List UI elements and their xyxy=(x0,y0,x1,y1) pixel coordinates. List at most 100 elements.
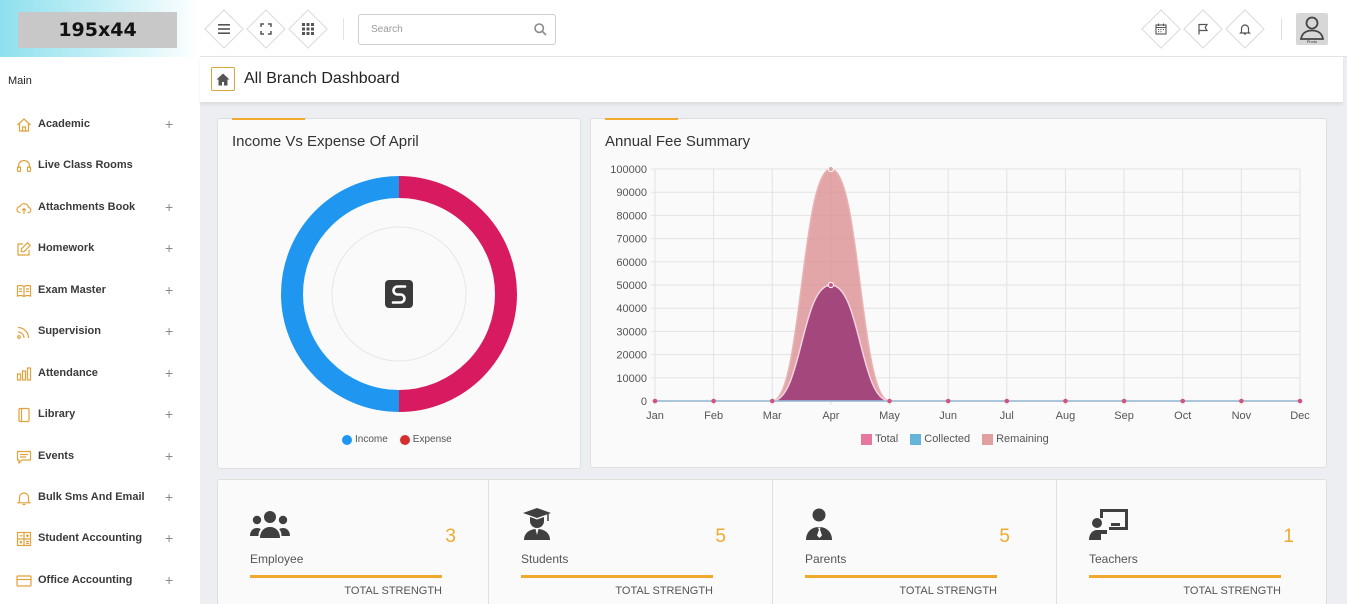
plus-icon[interactable]: + xyxy=(165,282,174,298)
apps-grid-button[interactable] xyxy=(288,9,328,49)
calendar-button[interactable] xyxy=(1141,9,1181,49)
y-tick-label: 20000 xyxy=(616,350,647,362)
point-total-peak[interactable] xyxy=(827,165,835,173)
message-icon xyxy=(16,450,32,465)
x-tick-label: Aug xyxy=(1056,410,1076,422)
stat-bar xyxy=(521,575,713,578)
fullscreen-button[interactable] xyxy=(246,9,286,49)
edit-icon xyxy=(17,241,32,256)
point-total[interactable] xyxy=(945,398,951,404)
sidebar-item-bulk-sms-email[interactable]: Bulk Sms And Email + xyxy=(0,482,200,512)
plus-icon[interactable]: + xyxy=(165,572,174,588)
expand-icon xyxy=(246,9,286,49)
point-total[interactable] xyxy=(887,398,892,404)
series-area-remaining[interactable] xyxy=(654,284,1300,402)
legend-item-income[interactable]: Income xyxy=(342,434,388,445)
sidebar-item-supervision[interactable]: Supervision + xyxy=(0,316,200,346)
stat-footer: TOTAL STRENGTH xyxy=(344,585,442,597)
search-input[interactable] xyxy=(360,16,520,43)
notifications-button[interactable] xyxy=(1225,9,1265,49)
bell-icon xyxy=(1225,9,1265,49)
strength-stats-card: 3 Employee TOTAL STRENGTH 5 Students TOT… xyxy=(217,479,1327,604)
x-tick-label: May xyxy=(879,410,900,422)
point-total[interactable] xyxy=(1121,398,1127,404)
stat-students: 5 Students TOTAL STRENGTH xyxy=(488,480,772,604)
cloud-upload-icon xyxy=(16,203,32,214)
sidebar-item-academic[interactable]: Academic + xyxy=(0,109,200,139)
point-total[interactable] xyxy=(1297,398,1303,404)
sidebar-item-label: Live Class Rooms xyxy=(38,159,133,171)
home-button[interactable] xyxy=(211,67,235,91)
flag-button[interactable] xyxy=(1183,9,1223,49)
plus-icon[interactable]: + xyxy=(165,323,174,339)
sidebar: Main Academic + Live Class Rooms Attachm… xyxy=(0,57,200,604)
income-expense-donut-chart xyxy=(281,176,517,412)
sidebar-item-label: Library xyxy=(38,408,76,420)
point-total[interactable] xyxy=(1239,398,1244,404)
x-tick-label: Oct xyxy=(1174,410,1191,422)
stat-label: Students xyxy=(521,552,569,566)
plus-icon[interactable]: + xyxy=(165,240,174,256)
sidebar-item-live-class-rooms[interactable]: Live Class Rooms xyxy=(0,150,200,180)
menu-toggle-button[interactable] xyxy=(204,9,244,49)
y-tick-label: 60000 xyxy=(616,257,647,269)
plus-icon[interactable]: + xyxy=(165,530,174,546)
stat-footer: TOTAL STRENGTH xyxy=(1183,585,1281,597)
stat-label: Parents xyxy=(805,552,847,566)
sidebar-item-label: Student Accounting xyxy=(38,532,143,544)
logo-area: 195x44 xyxy=(0,0,200,57)
sidebar-item-homework[interactable]: Homework + xyxy=(0,233,200,263)
sidebar-heading: Main xyxy=(8,75,32,87)
plus-icon[interactable]: + xyxy=(165,448,174,464)
sidebar-item-student-accounting[interactable]: Student Accounting + xyxy=(0,523,200,553)
y-tick-label: 0 xyxy=(641,396,647,408)
point-total[interactable] xyxy=(769,398,775,404)
legend-item-collected[interactable]: Collected xyxy=(910,433,970,445)
sidebar-item-library[interactable]: Library + xyxy=(0,399,200,429)
plus-icon[interactable]: + xyxy=(165,116,174,132)
card-accent xyxy=(605,118,678,120)
donut-slice-expense[interactable] xyxy=(398,176,517,412)
sidebar-item-office-accounting[interactable]: Office Accounting + xyxy=(0,565,200,595)
plus-icon[interactable]: + xyxy=(165,199,174,215)
headset-icon xyxy=(16,159,32,173)
avatar[interactable]: Photo xyxy=(1296,13,1328,45)
point-total[interactable] xyxy=(711,398,716,404)
library-book-icon xyxy=(18,407,30,423)
point-total[interactable] xyxy=(1004,398,1010,404)
x-tick-label: Sep xyxy=(1114,410,1134,422)
legend-item-remaining[interactable]: Remaining xyxy=(982,433,1049,445)
legend-item-total[interactable]: Total xyxy=(861,433,898,445)
legend-swatch xyxy=(982,433,994,445)
legend-dot xyxy=(399,434,410,445)
sidebar-item-exam-master[interactable]: Exam Master + xyxy=(0,275,200,305)
top-bar: 195x44 xyxy=(0,0,1347,57)
sidebar-item-attachments-book[interactable]: Attachments Book + xyxy=(0,192,200,222)
point-total[interactable] xyxy=(1063,398,1068,404)
y-tick-label: 80000 xyxy=(616,210,647,222)
plus-icon[interactable]: + xyxy=(165,489,174,505)
sidebar-item-label: Supervision xyxy=(38,325,101,337)
stat-count: 3 xyxy=(445,526,456,547)
plus-icon[interactable]: + xyxy=(165,406,174,422)
sidebar-item-events[interactable]: Events + xyxy=(0,441,200,471)
plus-icon[interactable]: + xyxy=(165,365,174,381)
logo[interactable]: 195x44 xyxy=(18,12,177,48)
y-tick-label: 100000 xyxy=(610,164,647,176)
sidebar-item-label: Academic xyxy=(38,118,90,130)
legend-item-expense[interactable]: Expense xyxy=(399,434,452,445)
legend-label: Collected xyxy=(924,433,971,445)
donut-slice-income[interactable] xyxy=(281,176,400,412)
stat-bar xyxy=(1089,575,1281,578)
sidebar-item-attendance[interactable]: Attendance + xyxy=(0,358,200,388)
point-total[interactable] xyxy=(1180,398,1186,404)
x-tick-label: Feb xyxy=(704,410,723,422)
sidebar-item-label: Exam Master xyxy=(38,284,106,296)
sidebar-item-label: Attachments Book xyxy=(38,201,136,213)
stat-parents: 5 Parents TOTAL STRENGTH xyxy=(772,480,1056,604)
point-remaining[interactable] xyxy=(827,281,835,289)
x-tick-label: Apr xyxy=(822,410,839,422)
search-icon[interactable] xyxy=(531,20,549,38)
stat-footer: TOTAL STRENGTH xyxy=(899,585,997,597)
point-total[interactable] xyxy=(652,398,658,404)
